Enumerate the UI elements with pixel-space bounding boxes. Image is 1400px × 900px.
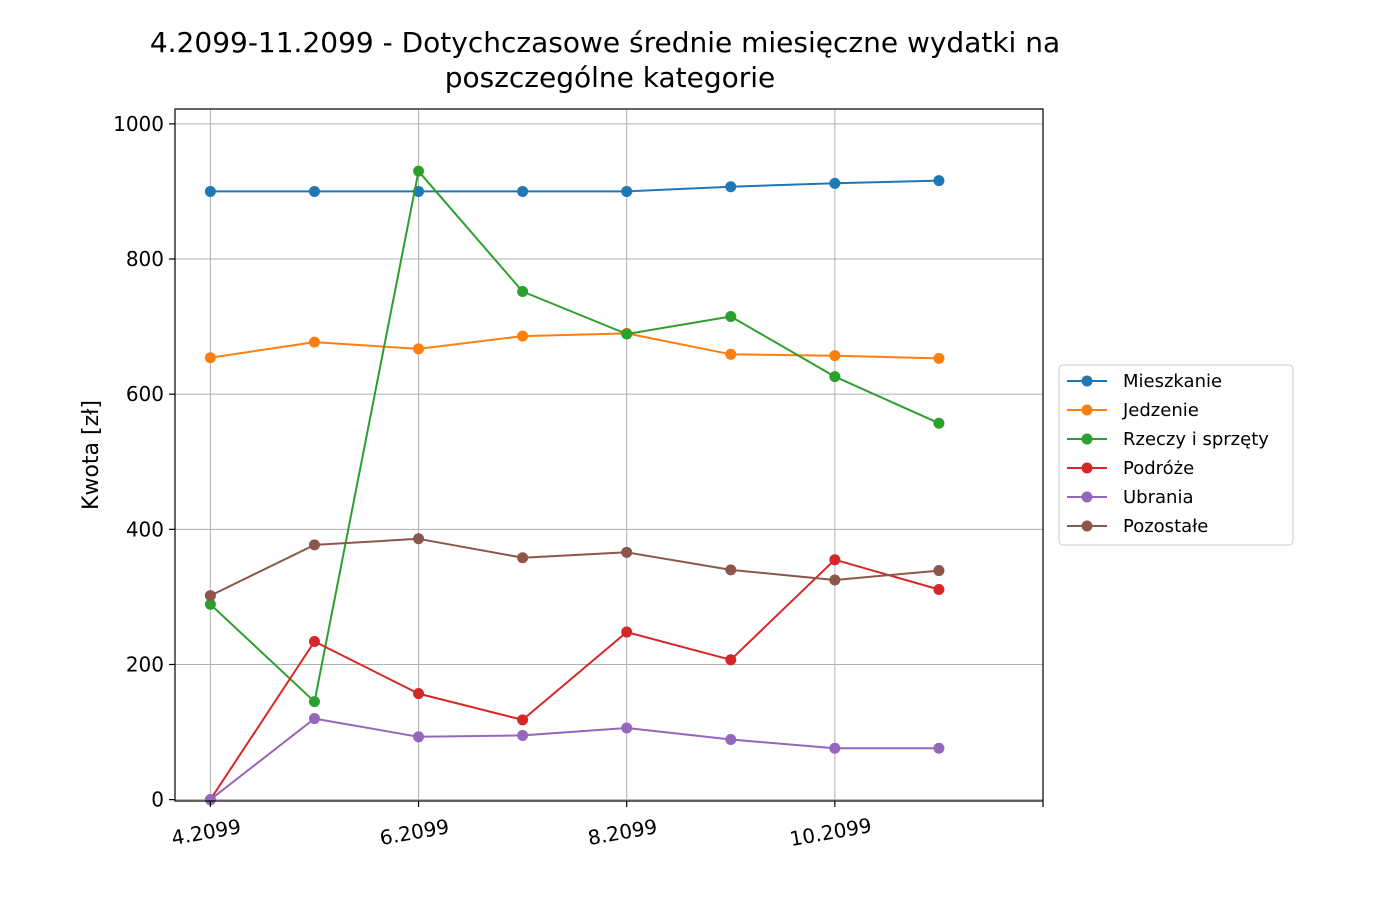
data-point: [308, 336, 320, 348]
series-rzeczy-i-sprzety: [204, 165, 945, 708]
plot-frame: [174, 108, 1044, 802]
series-line: [209, 558, 940, 801]
y-tick-label: 800: [126, 247, 164, 271]
y-tick-label: 200: [126, 652, 164, 676]
chart-title-line-1: 4.2099-11.2099 - Dotychczasowe średnie m…: [150, 26, 1060, 59]
data-point: [725, 348, 737, 360]
x-tick-label: 4.2099: [170, 814, 243, 850]
series-group: [204, 165, 945, 806]
axis-ticks: 0 200 400 600 800 1000 4.2099 6.2099 8.2099 10.20…: [113, 112, 1044, 851]
y-tick-label: 400: [126, 517, 164, 541]
data-point: [204, 352, 216, 364]
series-line: [209, 170, 940, 703]
data-point: [413, 343, 425, 355]
legend-box: [1058, 364, 1294, 546]
legend-item: Rzeczy i sprzęty: [1067, 429, 1269, 450]
data-point: [204, 185, 216, 197]
series-mieszkanie: [204, 175, 945, 197]
legend-label: Rzeczy i sprzęty: [1123, 429, 1269, 450]
data-point: [204, 598, 216, 610]
data-point: [725, 310, 737, 322]
x-tick-label: 8.2099: [586, 814, 659, 850]
legend-label: Jedzenie: [1122, 400, 1199, 421]
legend-label: Ubrania: [1123, 487, 1193, 508]
grid-lines: [175, 109, 1043, 801]
data-point: [829, 371, 841, 383]
chart-title-line-2: poszczególne kategorie: [445, 61, 776, 94]
legend-label: Pozostałe: [1123, 516, 1208, 537]
y-tick-label: 600: [126, 382, 164, 406]
legend-marker: [1081, 462, 1093, 474]
data-point: [933, 417, 945, 429]
y-axis-label: Kwota [zł]: [79, 400, 104, 510]
y-tick-label: 0: [151, 788, 164, 812]
legend-marker: [1081, 433, 1093, 445]
data-point: [933, 742, 945, 754]
data-point: [308, 539, 320, 551]
y-tick-label: 1000: [113, 112, 164, 136]
data-point: [933, 583, 945, 595]
series-ubrania: [204, 713, 945, 806]
data-point: [204, 794, 216, 806]
series-line: [209, 717, 939, 801]
x-tick-label: 6.2099: [378, 814, 451, 850]
data-point: [829, 350, 841, 362]
data-point: [621, 328, 633, 340]
data-point: [517, 285, 529, 297]
data-point: [517, 714, 529, 726]
x-tick-label: 10.2099: [788, 813, 874, 851]
series-line: [210, 179, 939, 193]
legend-item: Jedzenie: [1067, 400, 1199, 421]
data-point: [308, 185, 320, 197]
series-line: [210, 332, 939, 360]
legend-item: Mieszkanie: [1067, 371, 1222, 392]
series-pozostale: [204, 533, 945, 602]
data-point: [621, 626, 633, 638]
data-point: [621, 185, 633, 197]
data-point: [517, 552, 529, 564]
data-point: [725, 181, 737, 193]
data-point: [413, 731, 425, 743]
data-point: [621, 722, 633, 734]
data-point: [725, 734, 737, 746]
legend-label: Mieszkanie: [1123, 371, 1222, 392]
data-point: [517, 729, 529, 741]
data-point: [413, 165, 425, 177]
data-point: [933, 352, 945, 364]
legend-marker: [1081, 375, 1093, 387]
data-point: [204, 590, 216, 602]
data-point: [725, 654, 737, 666]
data-point: [933, 175, 945, 187]
data-point: [308, 636, 320, 648]
data-point: [517, 330, 529, 342]
data-point: [413, 533, 425, 545]
legend-marker: [1081, 491, 1093, 503]
data-point: [308, 696, 320, 708]
data-point: [829, 574, 841, 586]
data-point: [308, 713, 320, 725]
legend-label: Podróże: [1123, 458, 1194, 479]
data-point: [933, 565, 945, 577]
data-point: [829, 742, 841, 754]
data-point: [413, 688, 425, 700]
data-point: [517, 185, 529, 197]
legend-item: Podróże: [1067, 458, 1194, 479]
legend: Mieszkanie Jedzenie Rzeczy i sprzęty Podróż…: [1058, 364, 1294, 546]
data-point: [621, 546, 633, 558]
data-point: [829, 177, 841, 189]
series-line: [209, 537, 939, 597]
data-point: [829, 554, 841, 566]
series-podroze: [204, 554, 945, 806]
legend-item: Ubrania: [1067, 487, 1193, 508]
legend-marker: [1081, 520, 1093, 532]
legend-item: Pozostałe: [1067, 516, 1208, 537]
legend-marker: [1081, 404, 1093, 416]
series-jedzenie: [204, 327, 945, 364]
data-point: [725, 564, 737, 576]
